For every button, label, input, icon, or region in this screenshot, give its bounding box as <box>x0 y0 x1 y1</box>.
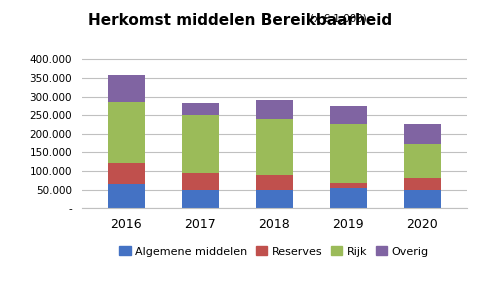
Bar <box>108 164 144 184</box>
Bar <box>181 190 218 208</box>
Bar <box>329 124 366 183</box>
Bar <box>329 188 366 208</box>
Bar <box>255 100 292 118</box>
Bar <box>108 75 144 102</box>
Bar <box>108 184 144 208</box>
Bar <box>403 178 440 190</box>
Bar <box>403 124 440 144</box>
Bar <box>181 103 218 115</box>
Bar <box>108 102 144 164</box>
Bar <box>181 115 218 173</box>
Bar <box>255 175 292 190</box>
Bar <box>181 173 218 190</box>
Legend: Algemene middelen, Reserves, Rijk, Overig: Algemene middelen, Reserves, Rijk, Overi… <box>115 242 432 261</box>
Bar <box>329 105 366 124</box>
Bar <box>255 190 292 208</box>
Text: Herkomst middelen Bereikbaarheid: Herkomst middelen Bereikbaarheid <box>88 13 392 28</box>
Text: (x € 1.000): (x € 1.000) <box>114 13 366 23</box>
Bar <box>403 144 440 178</box>
Bar <box>255 118 292 175</box>
Bar <box>403 190 440 208</box>
Bar <box>329 183 366 188</box>
